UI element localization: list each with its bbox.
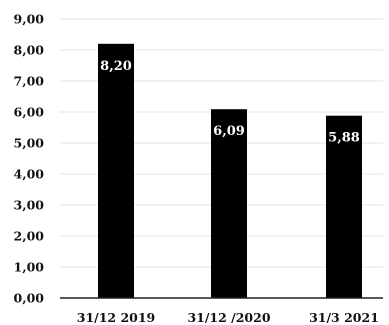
- y-tick-label: 9,00: [14, 12, 45, 27]
- bar: [98, 43, 134, 298]
- y-tick-label: 2,00: [14, 229, 45, 244]
- data-label: 6,09: [213, 124, 245, 139]
- y-tick-label: 8,00: [14, 43, 45, 58]
- data-label: 8,20: [100, 59, 132, 74]
- x-axis-category-labels: 31/12 2019 31/12 /2020 31/3 2021: [77, 310, 379, 325]
- x-category-label: 31/12 /2020: [187, 310, 270, 325]
- data-label: 5,88: [328, 131, 360, 146]
- y-tick-label: 3,00: [14, 198, 45, 213]
- y-tick-label: 5,00: [14, 136, 45, 151]
- x-category-label: 31/3 2021: [309, 310, 379, 325]
- bar: [211, 109, 247, 299]
- y-tick-label: 7,00: [14, 74, 45, 89]
- data-labels: 8,20 6,09 5,88: [100, 59, 360, 146]
- y-tick-label: 1,00: [14, 260, 45, 275]
- y-axis-tick-labels: 0,00 1,00 2,00 3,00 4,00 5,00 6,00 7,00 8,00 9,00: [14, 12, 45, 306]
- bar: [326, 115, 362, 298]
- x-category-label: 31/12 2019: [77, 310, 156, 325]
- y-tick-label: 4,00: [14, 167, 45, 182]
- y-tick-label: 6,00: [14, 105, 45, 120]
- bars: [98, 43, 362, 299]
- y-tick-label: 0,00: [14, 291, 45, 306]
